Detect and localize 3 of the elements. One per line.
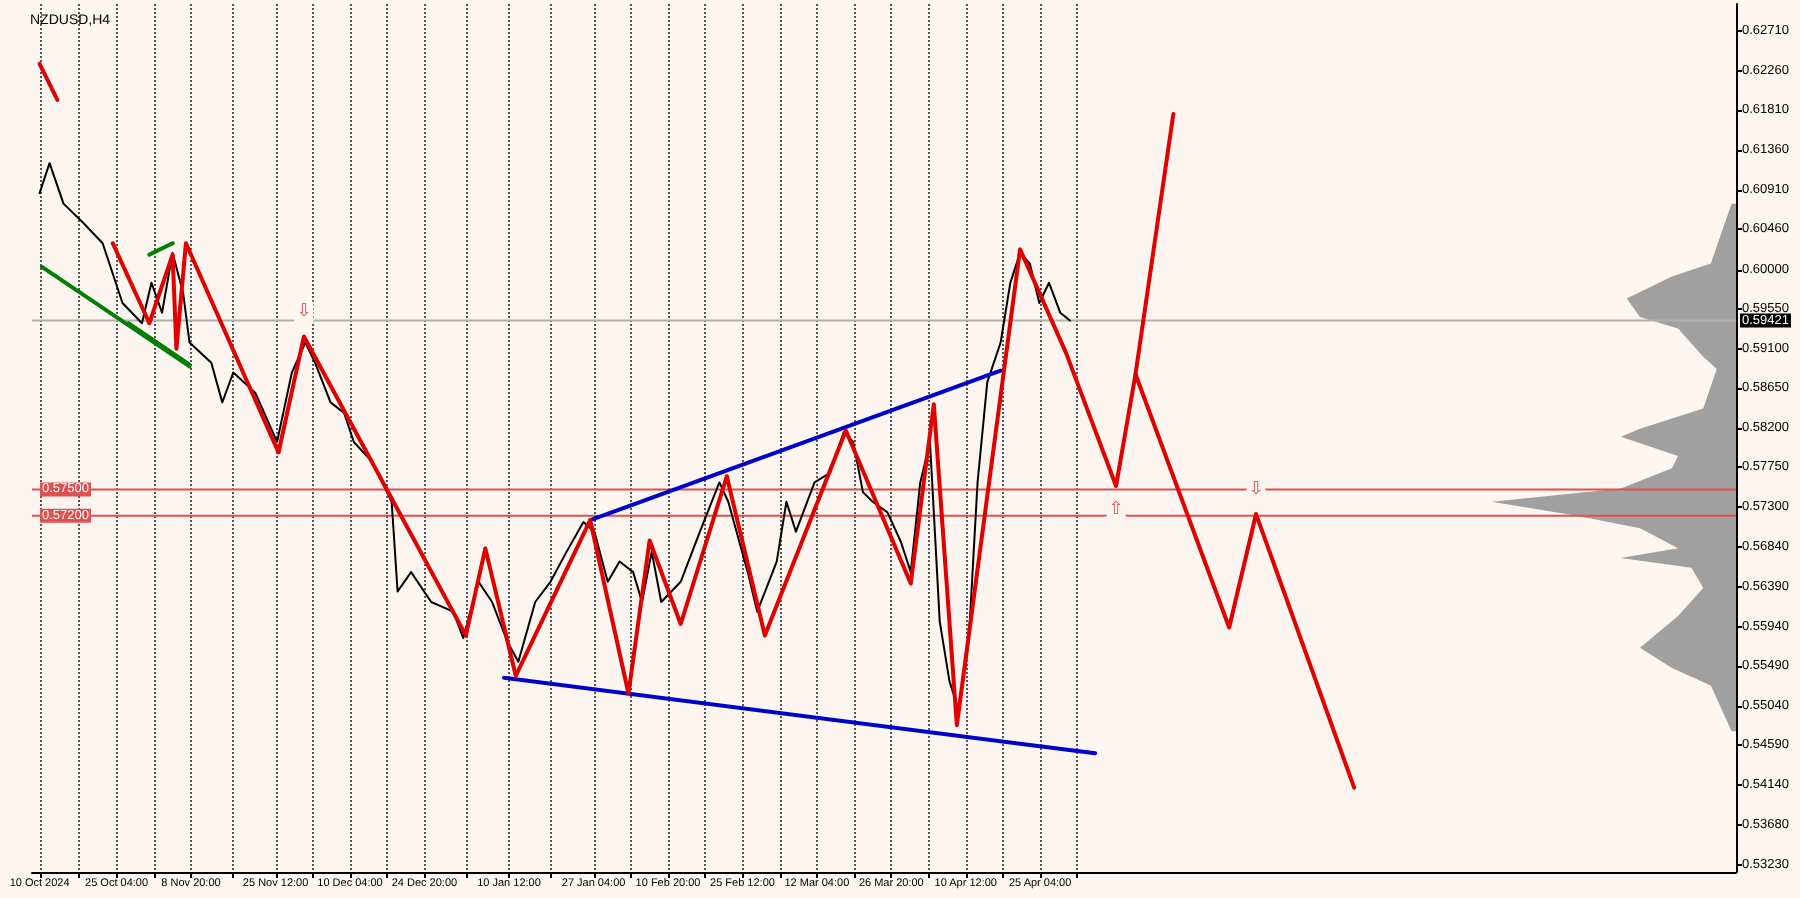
- annotation: ⇩: [1248, 480, 1264, 501]
- annotation: ⇧: [1108, 499, 1124, 520]
- annotation: ⇩: [296, 302, 312, 323]
